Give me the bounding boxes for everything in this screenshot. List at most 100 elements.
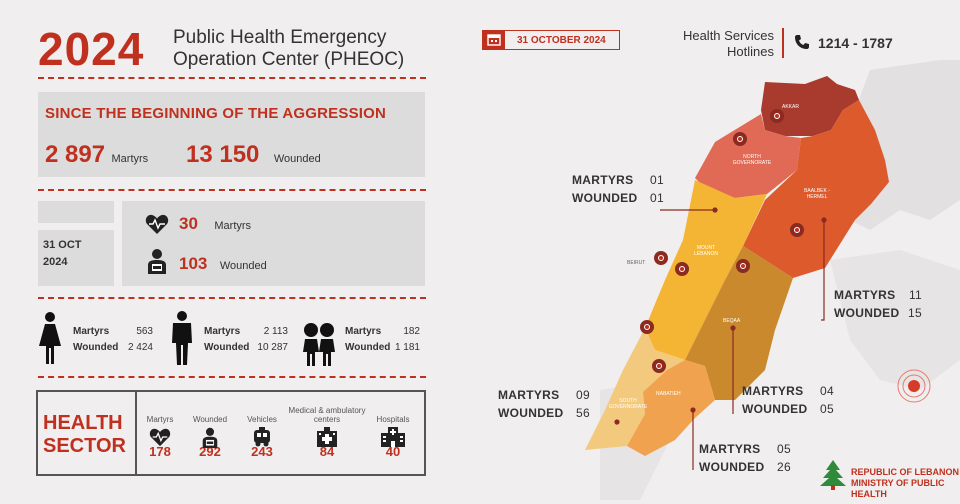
men-martyrs-label: Martyrs <box>204 326 241 337</box>
since-heading: SINCE THE BEGINNING OF THE AGGRESSION <box>45 105 387 122</box>
hs-martyrs-value: 178 <box>149 444 171 459</box>
hs-vehicles-label: Vehicles <box>247 415 277 424</box>
hs-martyrs-label: Martyrs <box>146 415 174 424</box>
daily-date-day: 31 OCT <box>43 239 82 251</box>
ministry-logo-text: REPUBLIC OF LEBANON MINISTRY OF PUBLIC H… <box>851 467 960 500</box>
divider <box>38 189 426 191</box>
men-wounded-label: Wounded <box>204 342 250 353</box>
gov-baalbek-line2: HERMEL <box>806 194 828 200</box>
total-martyrs: 2 897 Martyrs <box>45 141 148 169</box>
hs-hospitals-label: Hospitals <box>376 415 410 424</box>
heart-pulse-icon <box>149 428 171 447</box>
women-stats: Martyrs 563 Wounded 2 424 <box>73 324 153 356</box>
hotline-divider <box>782 28 784 58</box>
hotline-label-line1: Health Services <box>682 28 774 43</box>
logo-line2: MINISTRY OF PUBLIC HEALTH <box>851 478 945 499</box>
hospital-icon <box>381 427 405 447</box>
callout-martyrs-value: 11 <box>908 288 922 302</box>
health-sector-title-line1: HEALTH <box>43 412 123 434</box>
health-sector-panel <box>36 390 426 476</box>
daily-wounded-value: 103 <box>179 254 208 273</box>
gov-akkar: AKKAR <box>782 104 799 110</box>
children-wounded-value: 1 181 <box>394 342 420 353</box>
callout-martyrs-value: 09 <box>576 388 590 402</box>
logo-line1: REPUBLIC OF LEBANON <box>851 467 959 477</box>
calendar-icon <box>483 31 505 49</box>
region-beqaa <box>685 246 793 400</box>
callout-wounded-label: WOUNDED <box>498 406 564 420</box>
hs-centers-value: 84 <box>319 444 335 459</box>
ambulance-icon <box>254 427 270 447</box>
callout-wounded-label: WOUNDED <box>742 402 808 416</box>
gov-beqaa: BEQAA <box>723 318 741 324</box>
women-wounded-label: Wounded <box>73 342 119 353</box>
divider <box>38 77 426 79</box>
callout-south: MARTYRS 09 WOUNDED 56 <box>498 386 590 422</box>
total-martyrs-value: 2 897 <box>45 141 106 168</box>
hotline-label: Health Services Hotlines <box>683 28 774 60</box>
women-martyrs-label: Martyrs <box>73 326 110 337</box>
hotline-number: 1214 - 1787 <box>818 35 893 51</box>
hs-col-centers: Medical & ambulatory centers 84 <box>287 404 367 459</box>
cedar-logo <box>820 460 846 490</box>
region-south <box>585 328 685 450</box>
daily-date-year: 2024 <box>43 256 68 268</box>
callout-martyrs-label: MARTYRS <box>699 442 761 456</box>
callout-wounded-value: 05 <box>820 402 834 416</box>
callout-martyrs-label: MARTYRS <box>742 384 804 398</box>
phone-icon <box>795 35 809 49</box>
health-sector-separator <box>135 390 137 476</box>
callout-martyrs-value: 01 <box>650 173 664 187</box>
medical-center-icon <box>317 427 337 447</box>
callout-beqaa: MARTYRS 04 WOUNDED 05 <box>742 382 834 418</box>
gov-mount-line1: MOUNT <box>696 245 716 251</box>
men-martyrs-value: 2 113 <box>263 326 288 337</box>
gov-north-line2: GOVERNORATE <box>732 160 772 166</box>
callout-martyrs-value: 04 <box>820 384 834 398</box>
total-martyrs-label: Martyrs <box>111 153 149 165</box>
callout-wounded-label: WOUNDED <box>699 460 765 474</box>
gov-mount: MOUNT LEBANON <box>686 245 726 257</box>
callout-wounded-label: WOUNDED <box>834 306 900 320</box>
hs-hospitals-value: 40 <box>385 444 401 459</box>
date-tile-top <box>38 201 114 223</box>
daily-wounded-label: Wounded <box>219 260 267 272</box>
gov-south-line1: SOUTH <box>619 398 637 404</box>
men-stats: Martyrs 2 113 Wounded 10 287 <box>204 324 288 356</box>
region-baalbek-hermel <box>743 100 889 278</box>
children-martyrs-value: 182 <box>403 326 420 337</box>
radar-target-icon <box>897 369 931 403</box>
daily-martyrs-label: Martyrs <box>214 220 252 232</box>
gov-mount-line2: LEBANON <box>694 251 718 257</box>
region-mount-lebanon <box>645 180 767 360</box>
women-wounded-value: 2 424 <box>127 342 153 353</box>
hotline-label-line2: Hotlines <box>727 44 774 59</box>
heart-pulse-icon <box>145 214 169 234</box>
region-akkar <box>761 76 859 136</box>
total-wounded-value: 13 150 <box>186 141 260 168</box>
region-nabatieh <box>627 360 715 456</box>
callout-martyrs-label: MARTYRS <box>572 173 634 187</box>
wounded-person-icon <box>202 427 218 448</box>
total-wounded: 13 150 Wounded <box>186 141 321 169</box>
woman-icon <box>39 312 61 364</box>
health-sector-title: HEALTH SECTOR <box>43 412 126 458</box>
callout-wounded-value: 15 <box>908 306 922 320</box>
daily-wounded: 103 Wounded <box>179 254 267 274</box>
page-title-line2: Operation Center (PHEOC) <box>173 49 405 70</box>
hs-col-hospitals: Hospitals 40 <box>353 404 433 459</box>
year-heading: 2024 <box>38 23 145 75</box>
children-icon <box>303 323 335 366</box>
report-date-badge: 31 OCTOBER 2024 <box>482 30 620 50</box>
gov-south: SOUTH GOVERNORATE <box>606 398 650 410</box>
men-wounded-value: 10 287 <box>257 342 288 353</box>
hs-vehicles-value: 243 <box>251 444 273 459</box>
gov-south-line2: GOVERNORATE <box>608 404 648 410</box>
hs-col-martyrs: Martyrs 178 <box>120 404 200 459</box>
since-panel <box>38 92 425 177</box>
wounded-person-icon <box>148 249 166 274</box>
health-sector-title-line2: SECTOR <box>43 435 126 457</box>
daily-martyrs: 30 Martyrs <box>179 214 251 234</box>
daily-panel <box>122 201 425 286</box>
children-martyrs-label: Martyrs <box>345 326 382 337</box>
